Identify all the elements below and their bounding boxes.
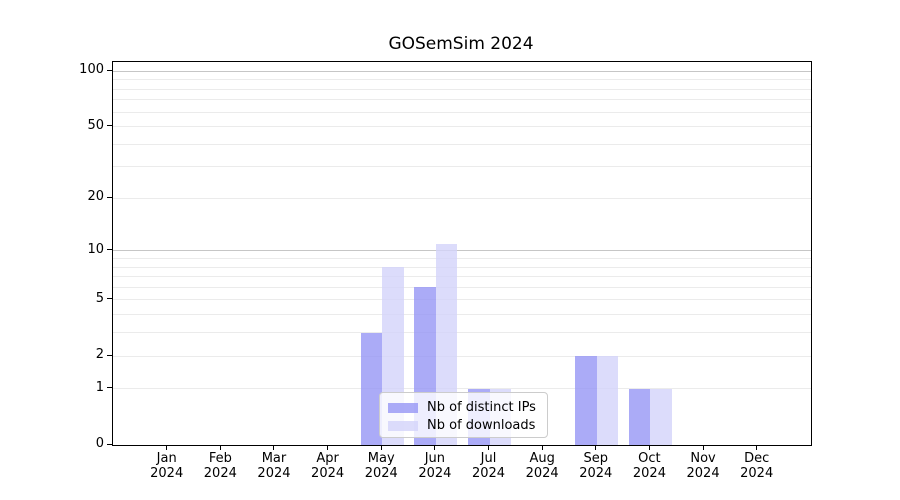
- x-tick-mark: [595, 445, 597, 450]
- gridline-major: [113, 250, 811, 252]
- gridline-minor: [113, 79, 811, 81]
- legend-swatch-distinct-ips: [388, 402, 418, 413]
- x-tick-mark: [327, 445, 329, 450]
- bar-distinct-ips-sep: [575, 356, 597, 445]
- x-tick-month: Aug: [529, 451, 555, 466]
- x-tick-mark: [648, 445, 650, 450]
- x-tick-year: 2024: [311, 466, 345, 481]
- bar-distinct-ips-may: [360, 332, 383, 445]
- x-tick-month: Feb: [208, 451, 232, 466]
- legend-label-downloads: Nb of downloads: [427, 418, 536, 433]
- x-tick-month: Oct: [638, 451, 661, 466]
- x-tick-month: Apr: [316, 451, 339, 466]
- x-tick-year: 2024: [418, 466, 452, 481]
- x-tick-month: Jul: [480, 451, 497, 466]
- gridline-major: [113, 70, 811, 72]
- y-tick-mark: [107, 125, 112, 127]
- y-tick-label: 1: [95, 379, 104, 395]
- gridline-minor: [113, 258, 811, 260]
- y-tick-mark: [107, 249, 112, 251]
- x-tick-mark: [541, 445, 543, 450]
- x-tick-label: Aug 2024: [510, 451, 574, 481]
- x-tick-month: May: [367, 451, 395, 466]
- y-tick-label: 0: [95, 436, 104, 451]
- plot-area: Nb of distinct IPs Nb of downloads: [112, 61, 812, 446]
- x-tick-mark: [166, 445, 168, 450]
- gridline-minor: [113, 197, 811, 199]
- gridline-minor: [113, 332, 811, 334]
- x-tick-month: Jan: [156, 451, 177, 466]
- x-tick-label: May 2024: [349, 451, 413, 481]
- chart-title: GOSemSim 2024: [388, 34, 534, 54]
- bar-downloads-oct: [650, 388, 672, 445]
- y-tick-label: 5: [95, 290, 104, 306]
- x-tick-year: 2024: [203, 466, 237, 481]
- x-tick-label: Sep 2024: [564, 451, 628, 481]
- y-tick-label: 10: [87, 241, 104, 257]
- x-tick-label: Jan 2024: [135, 451, 199, 481]
- x-tick-mark: [219, 445, 221, 450]
- gridline-minor: [113, 355, 811, 357]
- x-tick-mark: [756, 445, 758, 450]
- x-tick-year: 2024: [525, 466, 559, 481]
- y-tick-mark: [107, 298, 112, 300]
- x-tick-mark: [702, 445, 704, 450]
- y-tick-mark: [107, 354, 112, 356]
- gridline-minor: [113, 126, 811, 128]
- x-tick-year: 2024: [579, 466, 613, 481]
- y-tick-label: 2: [95, 347, 104, 363]
- gridline-minor: [113, 143, 811, 145]
- x-tick-label: Jun 2024: [403, 451, 467, 481]
- x-tick-label: Dec 2024: [725, 451, 789, 481]
- x-tick-label: Jul 2024: [457, 451, 521, 481]
- gridline-minor: [113, 388, 811, 390]
- x-tick-year: 2024: [471, 466, 506, 481]
- x-tick-year: 2024: [686, 466, 720, 481]
- x-tick-month: Dec: [744, 451, 770, 466]
- x-tick-mark: [488, 445, 490, 450]
- x-tick-month: Sep: [583, 451, 609, 466]
- gridline-minor: [113, 266, 811, 268]
- x-tick-month: Mar: [261, 451, 287, 466]
- x-tick-label: Feb 2024: [188, 451, 252, 481]
- x-tick-month: Jun: [424, 451, 446, 466]
- x-tick-label: Nov 2024: [671, 451, 735, 481]
- x-tick-month: Nov: [690, 451, 716, 466]
- x-tick-mark: [273, 445, 275, 450]
- y-tick-label: 20: [87, 189, 104, 205]
- gridline-minor: [113, 276, 811, 278]
- x-tick-label: Oct 2024: [617, 451, 681, 481]
- y-tick-mark: [107, 387, 112, 389]
- x-tick-mark: [434, 445, 436, 450]
- x-tick-year: 2024: [740, 466, 774, 481]
- gridline-minor: [113, 111, 811, 113]
- gridline-minor: [113, 286, 811, 288]
- gridline-minor: [113, 88, 811, 90]
- x-tick-mark: [380, 445, 382, 450]
- x-tick-label: Mar 2024: [242, 451, 306, 481]
- x-tick-year: 2024: [150, 466, 184, 481]
- bar-distinct-ips-oct: [628, 388, 651, 445]
- y-tick-label: 50: [87, 117, 104, 133]
- y-tick-label: 100: [79, 62, 104, 78]
- bar-downloads-sep: [596, 356, 619, 445]
- gridline-minor: [113, 99, 811, 101]
- x-tick-year: 2024: [257, 466, 291, 481]
- y-tick-mark: [107, 196, 112, 198]
- x-tick-label: Apr 2024: [296, 451, 360, 481]
- legend: Nb of distinct IPs Nb of downloads: [379, 392, 548, 438]
- legend-item-downloads: Nb of downloads: [388, 417, 539, 434]
- legend-swatch-downloads: [388, 420, 418, 431]
- gridline-minor: [113, 314, 811, 316]
- y-tick-mark: [107, 443, 112, 445]
- x-tick-year: 2024: [364, 466, 398, 481]
- y-tick-mark: [107, 69, 112, 71]
- legend-item-distinct-ips: Nb of distinct IPs: [388, 399, 539, 416]
- gridline-minor: [113, 166, 811, 168]
- gridline-minor: [113, 299, 811, 301]
- legend-label-distinct-ips: Nb of distinct IPs: [427, 400, 536, 415]
- x-tick-year: 2024: [632, 466, 666, 481]
